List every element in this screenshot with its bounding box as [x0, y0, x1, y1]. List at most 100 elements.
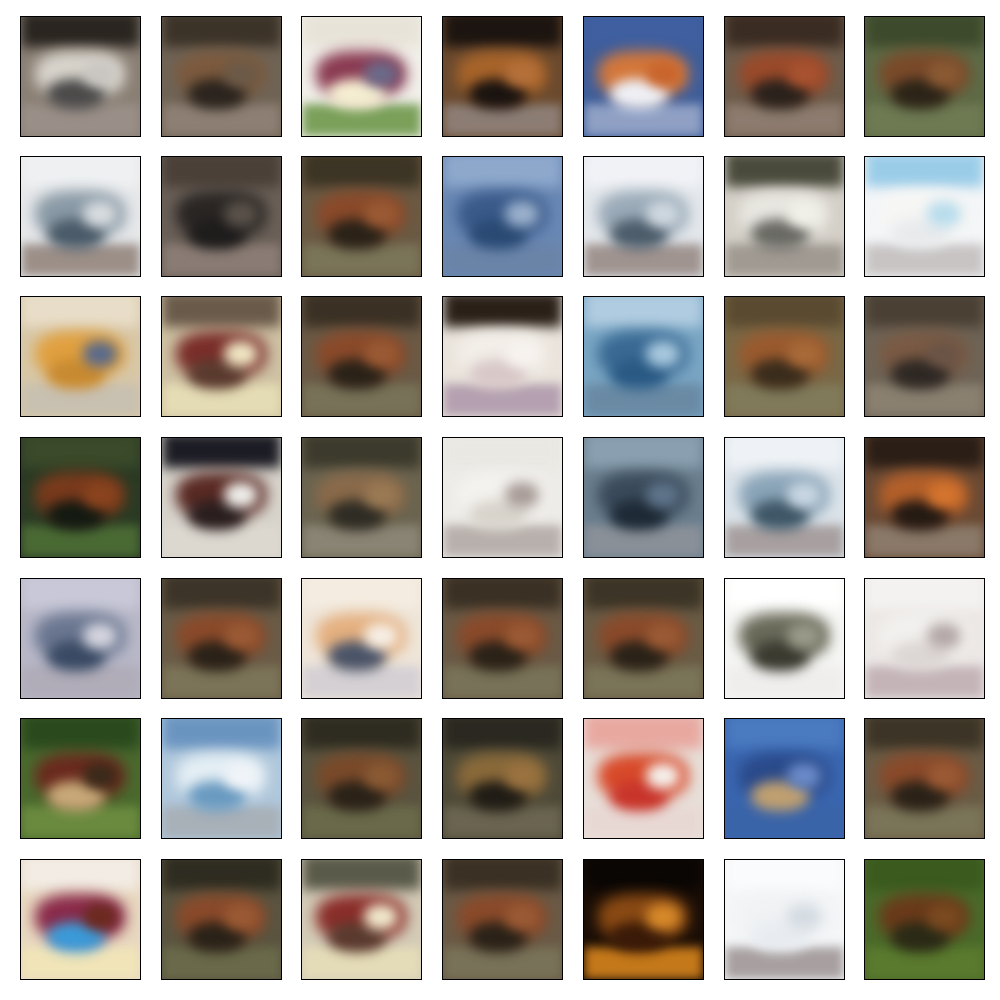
- tile-ground-band: [302, 384, 421, 416]
- tile-top-band: [725, 17, 844, 47]
- tile-ground-band: [21, 384, 140, 416]
- tile-ground-band: [302, 947, 421, 979]
- tile-top-band: [21, 719, 140, 749]
- tile-accent-blob: [927, 763, 961, 789]
- tile-ground-band: [21, 806, 140, 838]
- tile-top-band: [443, 157, 562, 187]
- sample-tile-r5-c6: [724, 578, 845, 699]
- tile-accent-blob: [505, 763, 539, 789]
- sample-tile-r2-c7: [864, 156, 985, 277]
- sample-tile-r1-c6: [724, 16, 845, 137]
- tile-ground-band: [725, 806, 844, 838]
- tile-accent-blob: [224, 763, 258, 789]
- tile-ground-band: [162, 806, 281, 838]
- tile-accent-blob: [364, 61, 398, 87]
- tile-top-band: [725, 297, 844, 327]
- tile-accent-blob: [364, 201, 398, 227]
- tile-accent-blob: [646, 201, 680, 227]
- tile-ground-band: [725, 947, 844, 979]
- sample-tile-r1-c2: [161, 16, 282, 137]
- sample-tile-r7-c4: [442, 859, 563, 980]
- sample-tile-r7-c2: [161, 859, 282, 980]
- sample-tile-r5-c7: [864, 578, 985, 699]
- sample-tile-r4-c2: [161, 437, 282, 558]
- tile-top-band: [302, 579, 421, 609]
- tile-ground-band: [584, 525, 703, 557]
- sample-tile-r1-c5: [583, 16, 704, 137]
- tile-top-band: [443, 297, 562, 327]
- sample-tile-r3-c7: [864, 296, 985, 417]
- tile-accent-blob: [927, 201, 961, 227]
- sample-tile-r6-c6: [724, 718, 845, 839]
- tile-accent-blob: [646, 763, 680, 789]
- tile-top-band: [584, 17, 703, 47]
- tile-accent-blob: [927, 61, 961, 87]
- tile-accent-blob: [364, 341, 398, 367]
- tile-top-band: [584, 579, 703, 609]
- tile-top-band: [162, 438, 281, 468]
- tile-ground-band: [584, 666, 703, 698]
- tile-accent-blob: [83, 61, 117, 87]
- tile-accent-blob: [646, 623, 680, 649]
- tile-ground-band: [162, 244, 281, 276]
- tile-ground-band: [21, 244, 140, 276]
- tile-ground-band: [865, 244, 984, 276]
- tile-accent-blob: [787, 763, 821, 789]
- sample-tile-r1-c3: [301, 16, 422, 137]
- tile-ground-band: [302, 525, 421, 557]
- tile-ground-band: [21, 104, 140, 136]
- tile-ground-band: [725, 244, 844, 276]
- tile-accent-blob: [364, 904, 398, 930]
- tile-ground-band: [584, 384, 703, 416]
- tile-top-band: [302, 438, 421, 468]
- tile-accent-blob: [224, 341, 258, 367]
- sample-tile-r5-c1: [20, 578, 141, 699]
- sample-tile-r5-c4: [442, 578, 563, 699]
- tile-ground-band: [443, 384, 562, 416]
- sample-tile-r7-c5: [583, 859, 704, 980]
- tile-top-band: [21, 297, 140, 327]
- tile-ground-band: [162, 384, 281, 416]
- tile-top-band: [584, 719, 703, 749]
- tile-ground-band: [865, 947, 984, 979]
- sample-tile-r3-c2: [161, 296, 282, 417]
- tile-top-band: [584, 438, 703, 468]
- tile-accent-blob: [364, 623, 398, 649]
- tile-ground-band: [302, 666, 421, 698]
- tile-top-band: [725, 579, 844, 609]
- tile-ground-band: [725, 525, 844, 557]
- tile-accent-blob: [505, 341, 539, 367]
- tile-ground-band: [443, 244, 562, 276]
- tile-top-band: [21, 579, 140, 609]
- tile-accent-blob: [83, 201, 117, 227]
- tile-top-band: [162, 17, 281, 47]
- tile-top-band: [443, 719, 562, 749]
- tile-accent-blob: [927, 904, 961, 930]
- tile-top-band: [865, 860, 984, 890]
- tile-accent-blob: [505, 201, 539, 227]
- tile-ground-band: [443, 666, 562, 698]
- tile-top-band: [865, 719, 984, 749]
- tile-ground-band: [865, 806, 984, 838]
- sample-tile-r1-c4: [442, 16, 563, 137]
- tile-ground-band: [162, 947, 281, 979]
- tile-ground-band: [725, 384, 844, 416]
- tile-ground-band: [302, 104, 421, 136]
- tile-ground-band: [584, 104, 703, 136]
- tile-top-band: [21, 438, 140, 468]
- sample-tile-r5-c2: [161, 578, 282, 699]
- tile-ground-band: [302, 806, 421, 838]
- sample-tile-r3-c1: [20, 296, 141, 417]
- sample-tile-r3-c6: [724, 296, 845, 417]
- sample-tile-r2-c1: [20, 156, 141, 277]
- tile-accent-blob: [83, 904, 117, 930]
- tile-ground-band: [21, 947, 140, 979]
- tile-ground-band: [21, 666, 140, 698]
- tile-ground-band: [865, 104, 984, 136]
- sample-tile-r6-c3: [301, 718, 422, 839]
- tile-accent-blob: [83, 623, 117, 649]
- tile-accent-blob: [646, 61, 680, 87]
- tile-ground-band: [21, 525, 140, 557]
- tile-top-band: [302, 17, 421, 47]
